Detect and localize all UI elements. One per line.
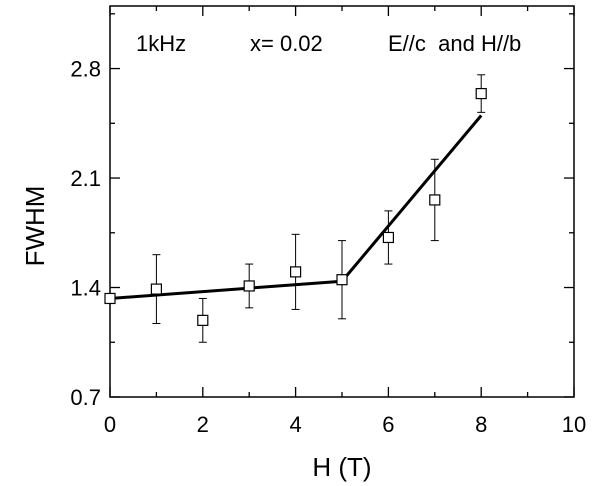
data-point	[336, 274, 348, 286]
annotation-field-geometry: E//c and H//b	[388, 31, 521, 56]
data-point	[243, 280, 255, 292]
x-tick-label: 4	[289, 412, 301, 437]
x-tick-label: 10	[562, 412, 586, 437]
annotation-composition: x= 0.02	[250, 31, 323, 56]
x-tick-label: 2	[197, 412, 209, 437]
x-tick-label: 8	[475, 412, 487, 437]
axis-ticks	[109, 6, 575, 398]
y-tick-label: 2.8	[70, 57, 101, 82]
data-point	[104, 292, 116, 305]
plot-frame	[109, 5, 575, 398]
data-point	[197, 314, 209, 326]
y-tick-label: 0.7	[70, 385, 101, 410]
y-tick-label: 2.1	[70, 166, 101, 191]
axis-tick-labels: 0 2 4 6 8 10 0.7 1.4 2.1 2.8	[70, 57, 586, 437]
data-point	[475, 87, 487, 100]
y-tick-label: 1.4	[70, 276, 101, 301]
data-point	[150, 283, 162, 295]
data-point	[382, 231, 394, 244]
fit-lines	[109, 114, 483, 300]
fit-line	[340, 114, 483, 283]
x-axis-title: H (T)	[312, 452, 371, 482]
data-point	[290, 266, 302, 278]
data-points	[104, 87, 487, 326]
error-bars	[106, 74, 486, 343]
y-axis-title: FWHM	[20, 186, 50, 267]
data-point	[429, 194, 441, 206]
x-tick-label: 0	[104, 412, 116, 437]
fit-line	[109, 279, 343, 300]
annotation-frequency: 1kHz	[136, 31, 186, 56]
x-tick-label: 6	[382, 412, 394, 437]
